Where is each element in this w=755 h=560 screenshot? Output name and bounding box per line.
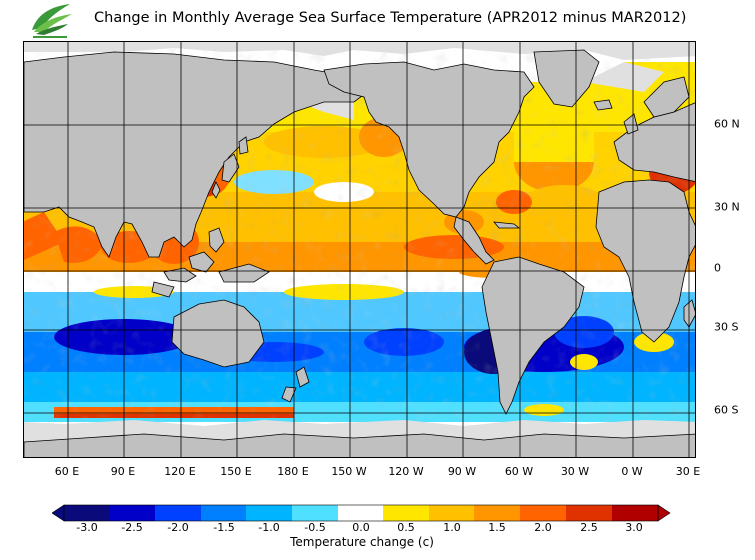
colorbar-label: -0.5 bbox=[304, 521, 326, 534]
graticule bbox=[24, 42, 695, 457]
lon-label-90e: 90 E bbox=[110, 465, 136, 478]
colorbar-outline bbox=[63, 504, 659, 522]
colorbar-swatch bbox=[201, 505, 246, 521]
colorbar-swatch bbox=[474, 505, 520, 521]
colorbar-swatch bbox=[612, 505, 658, 521]
colorbar bbox=[52, 504, 671, 522]
colorbar-swatch bbox=[110, 505, 155, 521]
sst-map bbox=[23, 41, 696, 458]
colorbar-swatch bbox=[566, 505, 612, 521]
colorbar-label: -2.5 bbox=[121, 521, 143, 534]
lon-label-90w: 90 W bbox=[447, 465, 477, 478]
colorbar-label: -1.5 bbox=[213, 521, 235, 534]
colorbar-swatch bbox=[155, 505, 201, 521]
colorbar-arrow-low bbox=[52, 504, 65, 522]
colorbar-label: 2.5 bbox=[580, 521, 598, 534]
lat-label-30n: 30 N bbox=[714, 200, 740, 214]
lat-label-30s: 30 S bbox=[714, 320, 739, 334]
colorbar-label: -3.0 bbox=[76, 521, 98, 534]
colorbar-label: 3.0 bbox=[625, 521, 643, 534]
lon-label-180e: 180 E bbox=[277, 465, 309, 478]
colorbar-swatch bbox=[338, 505, 383, 521]
page-title: Change in Monthly Average Sea Surface Te… bbox=[94, 10, 687, 26]
lat-label-0: 0 bbox=[714, 261, 721, 275]
colorbar-label: 2.0 bbox=[534, 521, 552, 534]
colorbar-label: -1.0 bbox=[258, 521, 280, 534]
lon-label-150w: 150 W bbox=[331, 465, 367, 478]
lon-label-30e: 30 E bbox=[675, 465, 701, 478]
colorbar-arrow-high bbox=[657, 504, 671, 522]
colorbar-swatch bbox=[520, 505, 566, 521]
colorbar-label: 0.0 bbox=[352, 521, 370, 534]
lon-label-60w: 60 W bbox=[504, 465, 534, 478]
colorbar-swatch bbox=[429, 505, 474, 521]
colorbar-label: -2.0 bbox=[167, 521, 189, 534]
lat-label-60n: 60 N bbox=[714, 117, 740, 131]
colorbar-swatch bbox=[64, 505, 110, 521]
colorbar-label: 1.5 bbox=[488, 521, 506, 534]
lon-label-0w: 0 W bbox=[621, 465, 643, 478]
colorbar-swatch bbox=[246, 505, 292, 521]
lat-label-60s: 60 S bbox=[714, 403, 739, 417]
lon-label-150e: 150 E bbox=[220, 465, 252, 478]
land-masses bbox=[24, 49, 695, 457]
hko-logo bbox=[24, 2, 78, 42]
lon-label-120w: 120 W bbox=[388, 465, 424, 478]
lon-label-30w: 30 W bbox=[560, 465, 590, 478]
colorbar-label: 0.5 bbox=[397, 521, 415, 534]
lon-label-60e: 60 E bbox=[54, 465, 80, 478]
lon-label-120e: 120 E bbox=[164, 465, 196, 478]
colorbar-title: Temperature change (c) bbox=[290, 535, 434, 549]
colorbar-label: 1.0 bbox=[443, 521, 461, 534]
colorbar-swatch bbox=[383, 505, 429, 521]
colorbar-swatch bbox=[292, 505, 338, 521]
map-canvas bbox=[24, 42, 695, 457]
